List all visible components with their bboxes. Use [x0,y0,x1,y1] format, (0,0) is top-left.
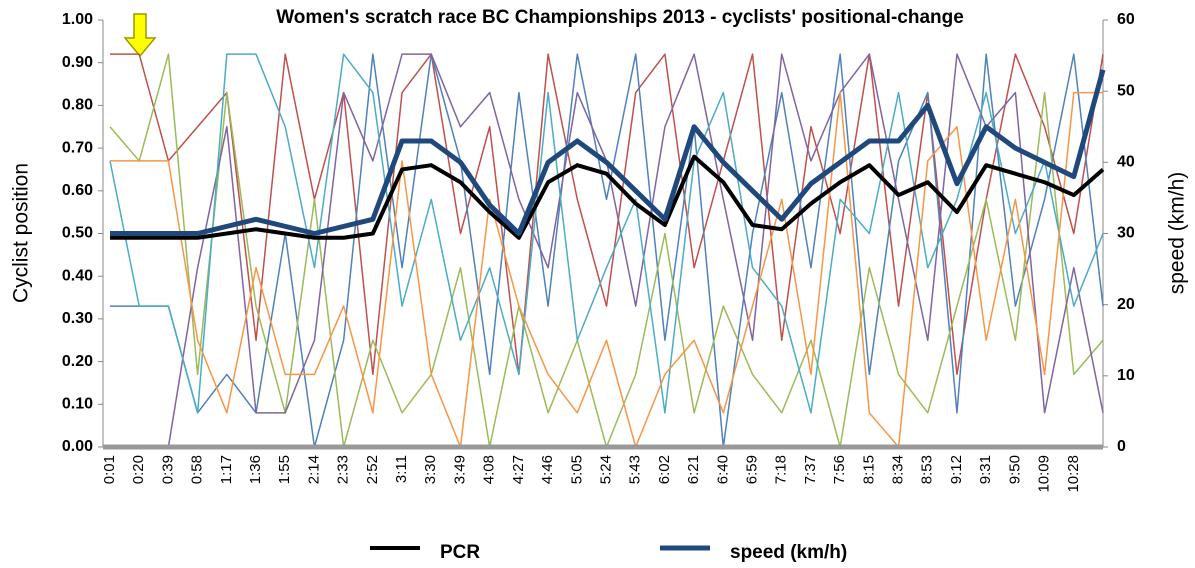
cyclist-line [110,91,1103,448]
x-tick-label: 3:11 [393,455,410,483]
x-tick-label: 0:58 [189,455,206,484]
legend-label: PCR [440,542,480,563]
x-tick-label: 2:33 [335,455,352,484]
x-tick-label: 9:12 [948,455,965,484]
y2-tick-label: 10 [1117,367,1135,384]
x-tick-label: 5:24 [597,455,614,484]
y-axis-label: Cyclist position [10,163,33,303]
y-tick-label: 0.20 [62,353,93,370]
x-tick-label: 9:31 [977,455,994,484]
y2-tick-label: 60 [1117,11,1135,28]
x-tick-label: 1:55 [276,455,293,484]
x-tick-label: 8:34 [890,455,907,484]
y-tick-label: 0.90 [62,54,93,71]
y-tick-label: 0.50 [62,225,93,242]
x-tick-label: 10:28 [1065,455,1082,493]
y-tick-label: 0.60 [62,182,93,199]
x-tick-label: 6:02 [656,455,673,484]
x-tick-label: 4:46 [539,455,556,484]
y2-tick-label: 40 [1117,154,1135,171]
x-tick-label: 0:01 [101,455,118,484]
y2-tick-label: 50 [1117,82,1135,99]
x-tick-label: 6:40 [714,455,731,484]
cyclist-line [110,53,1104,376]
x-tick-label: 0:20 [130,455,147,484]
y-tick-label: 0.70 [62,139,93,156]
cyclist-line [110,53,1104,448]
x-tick-label: 3:49 [451,455,468,484]
y2-tick-label: 0 [1117,438,1126,455]
x-tick-label: 2:52 [364,455,381,484]
x-tick-label: 5:43 [627,455,644,484]
arrow-annotation [123,13,157,58]
x-tick-label: 7:56 [831,455,848,484]
series-line [110,154,1105,240]
x-tick-label: 0:39 [159,455,176,484]
y-tick-label: 1.00 [62,11,93,28]
y2-tick-label: 20 [1117,296,1135,313]
series-line [110,69,1106,236]
x-tick-label: 6:59 [743,455,760,484]
x-tick-label: 10:09 [1036,455,1053,493]
x-tick-label: 1:17 [218,455,235,484]
y-tick-label: 0.10 [62,396,93,413]
y-tick-label: 0.00 [62,438,93,455]
x-tick-label: 4:27 [510,455,527,484]
x-tick-label: 6:21 [685,455,702,484]
x-tick-label: 7:37 [802,455,819,484]
cyclist-line [109,53,1104,414]
legend-label: speed (km/h) [730,542,847,563]
x-tick-label: 8:53 [919,455,936,484]
x-tick-label: 2:14 [305,455,322,484]
y-tick-label: 0.80 [62,97,93,114]
y-tick-label: 0.30 [62,310,93,327]
x-tick-label: 8:15 [860,455,877,484]
x-tick-label: 1:36 [247,455,264,484]
x-tick-label: 3:30 [422,455,439,484]
y2-axis-label: speed (km/h) [1166,172,1189,295]
chart-title: Women's scratch race BC Championships 20… [276,7,964,28]
x-tick-label: 5:05 [568,455,585,484]
x-tick-label: 7:18 [773,455,790,484]
y2-tick-label: 30 [1117,225,1135,242]
y-tick-label: 0.40 [62,267,93,284]
x-tick-label: 9:50 [1006,455,1023,484]
x-tick-label: 4:08 [481,455,498,484]
